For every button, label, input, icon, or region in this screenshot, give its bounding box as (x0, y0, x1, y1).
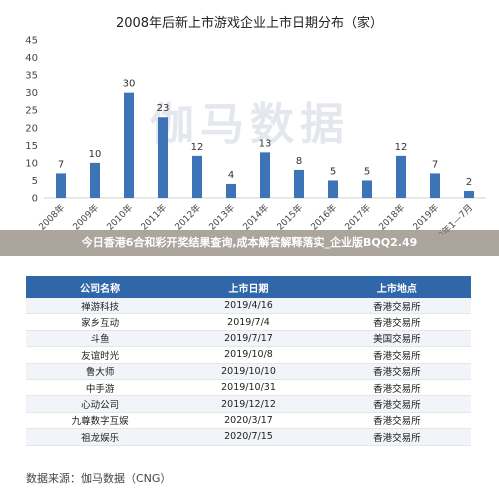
company-cell: 心动公司 (26, 395, 175, 413)
data-label: 5 (364, 166, 370, 177)
x-tick-label: 2008年 (36, 202, 67, 233)
data-label: 2 (466, 177, 472, 188)
y-tick-label: 35 (25, 71, 38, 82)
y-tick-label: 5 (32, 176, 38, 187)
company-cell: 祖龙娱乐 (26, 428, 175, 446)
y-tick-label: 20 (25, 123, 38, 134)
y-tick-label: 30 (25, 88, 38, 99)
company-cell: 禅游科技 (26, 298, 175, 315)
x-tick-label: 2014年 (240, 202, 271, 233)
bar (158, 117, 168, 198)
bar (396, 155, 406, 198)
chart-title: 2008年后新上市游戏企业上市日期分布（家） (115, 16, 384, 31)
venue-cell: 香港交易所 (322, 346, 471, 364)
date-cell: 2019/4/16 (174, 298, 323, 315)
date-cell: 2019/7/4 (174, 313, 323, 331)
data-label: 23 (157, 103, 170, 114)
data-label: 4 (228, 170, 234, 181)
y-tick-label: 10 (25, 158, 38, 169)
table-row: 心动公司 2019/12/12 香港交易所 (26, 395, 471, 413)
overlay-banner: 今日香港6合和彩开奖结果查询,成本解答解释落实_企业版BQQ2.49 (0, 230, 499, 256)
table-row: 禅游科技 2019/4/16 香港交易所 (26, 298, 471, 315)
bar (294, 169, 304, 198)
x-tick-label: 2010年 (104, 202, 135, 233)
x-tick-label: 2013年 (206, 202, 237, 233)
venue-cell: 美国交易所 (322, 330, 471, 348)
date-cell: 2020/7/15 (174, 428, 323, 446)
x-tick-label: 2018年 (376, 202, 407, 233)
venue-cell: 香港交易所 (322, 428, 471, 446)
date-cell: 2019/12/12 (174, 395, 323, 413)
bar (430, 173, 440, 198)
date-cell: 2019/7/17 (174, 330, 323, 348)
venue-cell: 香港交易所 (322, 395, 471, 413)
venue-cell: 香港交易所 (322, 298, 471, 315)
date-cell: 2019/10/8 (174, 346, 323, 364)
table-row: 中手游 2019/10/31 香港交易所 (26, 379, 471, 397)
table-row: 家乡互动 2019/7/4 香港交易所 (26, 313, 471, 331)
x-tick-label: 2019年 (410, 202, 441, 233)
table-row: 九尊数字互娱 2020/3/17 香港交易所 (26, 412, 471, 430)
bar (56, 173, 66, 198)
bar (464, 190, 474, 198)
bar (192, 155, 202, 198)
venue-cell: 香港交易所 (322, 412, 471, 430)
company-cell: 斗鱼 (26, 330, 175, 348)
x-tick-label: 2012年 (172, 202, 203, 233)
data-label: 7 (432, 159, 438, 170)
x-tick-label: 2009年 (70, 202, 101, 233)
date-cell: 2019/10/31 (174, 379, 323, 397)
bar (226, 183, 236, 198)
company-cell: 鲁大师 (26, 363, 175, 380)
company-cell: 家乡互动 (26, 313, 175, 331)
x-tick-label: 2017年 (342, 202, 373, 233)
date-cell: 2020/3/17 (174, 412, 323, 430)
data-label: 5 (330, 166, 336, 177)
venue-cell: 香港交易所 (322, 379, 471, 397)
y-tick-label: 15 (25, 141, 38, 152)
data-label: 12 (395, 142, 408, 153)
header-company: 公司名称 (26, 276, 175, 298)
table-row: 斗鱼 2019/7/17 美国交易所 (26, 330, 471, 348)
header-listing-date: 上市日期 (174, 276, 323, 298)
table-header-row: 公司名称 上市日期 上市地点 (26, 276, 471, 298)
table-row: 鲁大师 2019/10/10 香港交易所 (26, 363, 471, 380)
listing-table: 公司名称 上市日期 上市地点 禅游科技 2019/4/16 香港交易所 家乡互动 201… (26, 276, 471, 446)
table-row: 友谊时光 2019/10/8 香港交易所 (26, 346, 471, 364)
data-label: 8 (296, 156, 302, 167)
table-row: 祖龙娱乐 2020/7/15 香港交易所 (26, 428, 471, 446)
company-cell: 友谊时光 (26, 346, 175, 364)
venue-cell: 香港交易所 (322, 363, 471, 380)
y-tick-label: 40 (25, 53, 38, 64)
company-cell: 中手游 (26, 379, 175, 397)
bar (328, 180, 338, 198)
bar (124, 92, 134, 198)
data-label: 7 (58, 159, 64, 170)
company-cell: 九尊数字互娱 (26, 412, 175, 430)
bar (90, 162, 100, 198)
data-label: 13 (259, 138, 272, 149)
data-label: 30 (123, 79, 136, 90)
y-tick-label: 0 (32, 194, 38, 205)
x-tick-label: 2011年 (138, 202, 169, 233)
x-tick-label: 2015年 (274, 202, 305, 233)
x-tick-label: 2016年 (308, 202, 339, 233)
data-label: 10 (89, 149, 102, 160)
bar-chart: 05101520253035404572008年102009年302010年23… (25, 36, 486, 234)
bar (362, 180, 372, 198)
venue-cell: 香港交易所 (322, 313, 471, 331)
y-tick-label: 25 (25, 106, 38, 117)
data-label: 12 (191, 142, 204, 153)
source-note: 数据来源：伽马数据（CNG） (26, 472, 172, 485)
y-tick-label: 45 (25, 36, 38, 47)
bar (260, 152, 270, 198)
date-cell: 2019/10/10 (174, 363, 323, 380)
header-listing-venue: 上市地点 (322, 276, 471, 298)
